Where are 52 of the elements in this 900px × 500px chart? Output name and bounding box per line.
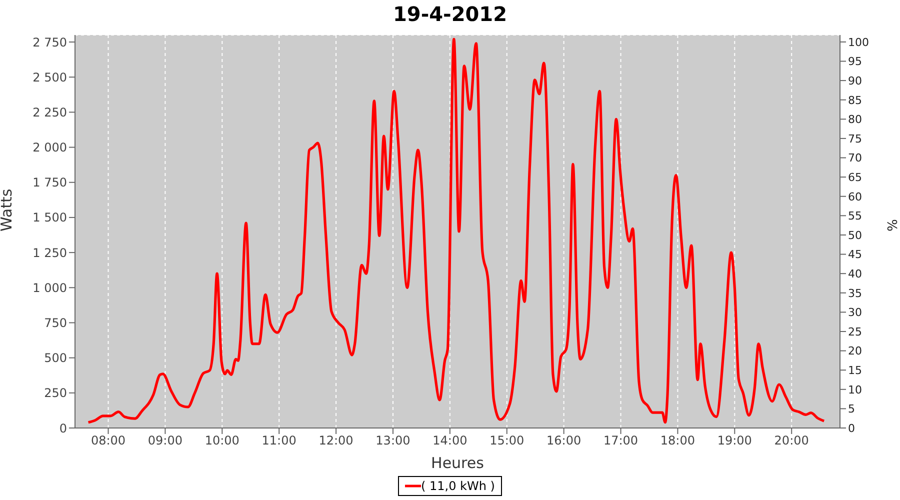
y-tick-label: 0 (59, 421, 67, 436)
y2-tick-label: 0 (848, 422, 855, 435)
y-tick-label: 1 250 (32, 246, 67, 260)
y2-tick-label: 75 (848, 132, 862, 146)
y2-tick-label: 45 (848, 248, 862, 262)
x-tick-label: 19:00 (717, 434, 752, 448)
y-axis-title: Watts (0, 188, 16, 232)
y2-tick-label: 90 (848, 74, 862, 88)
y2-tick-label: 50 (848, 228, 862, 242)
x-tick-label: 10:00 (204, 434, 240, 448)
x-tick-label: 12:00 (318, 434, 354, 448)
x-tick-label: 18:00 (660, 434, 696, 448)
x-tick-label: 14:00 (432, 434, 468, 448)
y2-tick-label: 70 (848, 152, 862, 165)
y2-tick-label: 85 (848, 94, 862, 107)
y2-axis-title: % (883, 219, 898, 232)
y-tick-label: 2 500 (32, 70, 67, 84)
y2-tick-label: 5 (848, 402, 855, 416)
y2-tick-label: 100 (848, 36, 869, 49)
y-tick-label: 2 000 (32, 140, 67, 155)
y2-tick-label: 25 (848, 325, 862, 338)
x-axis-title: Heures (431, 454, 484, 472)
x-tick-label: 11:00 (262, 434, 296, 448)
y2-tick-label: 35 (848, 286, 862, 300)
y-tick-label: 750 (44, 316, 67, 330)
y-tick-label: 500 (44, 351, 67, 366)
chart-title: 19-4-2012 (392, 2, 508, 26)
y-tick-label: 250 (44, 386, 67, 400)
x-tick-label: 15:00 (490, 434, 524, 448)
y2-tick-label: 30 (848, 306, 862, 320)
y-tick-label: 1 750 (32, 176, 67, 190)
y-tick-label: 2 250 (32, 105, 67, 120)
y2-tick-label: 10 (848, 383, 862, 396)
y2-tick-label: 80 (848, 113, 862, 126)
legend-label: ( 11,0 kWh ) (421, 479, 495, 493)
y2-tick-label: 55 (848, 210, 862, 223)
y2-tick-label: 95 (848, 55, 862, 68)
x-tick-label: 08:00 (90, 434, 126, 448)
x-tick-label: 09:00 (148, 434, 182, 448)
x-tick-label: 17:00 (603, 434, 638, 448)
y-tick-label: 2 750 (32, 35, 67, 50)
y2-tick-label: 15 (848, 364, 862, 377)
x-tick-label: 16:00 (546, 434, 582, 448)
y-tick-label: 1 500 (32, 210, 67, 225)
y2-tick-label: 40 (848, 267, 862, 280)
y2-tick-label: 65 (848, 170, 862, 184)
y2-tick-label: 60 (848, 190, 862, 204)
line-series (87, 38, 826, 424)
x-tick-label: 13:00 (376, 434, 410, 448)
x-tick-label: 20:00 (774, 434, 809, 448)
y-tick-label: 1 000 (32, 280, 67, 295)
y2-tick-label: 20 (848, 344, 862, 358)
